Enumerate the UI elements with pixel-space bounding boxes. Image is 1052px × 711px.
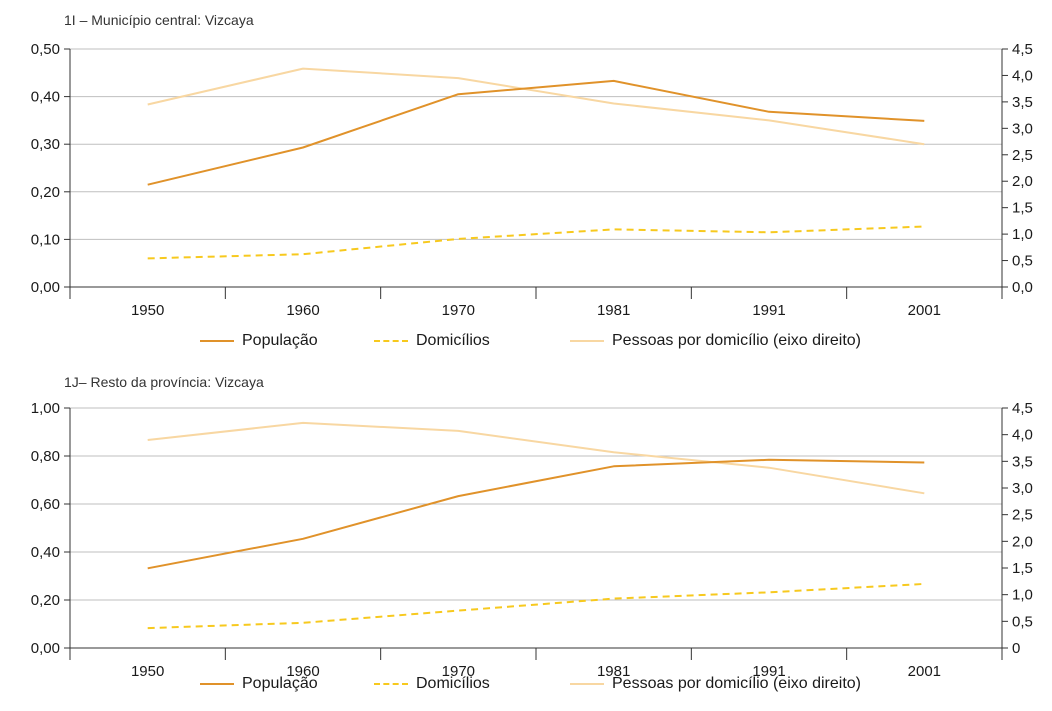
legend-swatch-persons <box>570 683 604 685</box>
x-tick-label: 2001 <box>908 302 941 319</box>
y-left-tick-label: 0,20 <box>31 592 60 609</box>
y-right-tick-label: 1,5 <box>1012 560 1033 577</box>
legend-swatch-population <box>200 340 234 342</box>
series-line-population <box>147 79 925 186</box>
chart-panel-1j: 1J– Resto da província: Vizcaya 0,00 0,20… <box>0 362 1052 711</box>
x-tick-label: 2001 <box>908 663 941 680</box>
chart-legend: População Domicílios Pessoas por domicíl… <box>0 332 1052 356</box>
x-tick-label: 1981 <box>597 302 630 319</box>
y-right-tick-label: 3,5 <box>1012 94 1033 111</box>
legend-label-persons: Pessoas por domicílio (eixo direito) <box>612 675 861 692</box>
y-right-tick-label: 4,5 <box>1012 41 1033 58</box>
legend-item-population: População <box>200 332 318 350</box>
y-left-tick-label: 0,00 <box>31 640 60 657</box>
y-left-tick-label: 0,30 <box>31 136 60 153</box>
x-tick-label: 1970 <box>442 302 475 319</box>
legend-swatch-persons <box>570 340 604 342</box>
y-right-tick-label: 2,0 <box>1012 173 1033 190</box>
y-right-tick-label: 1,0 <box>1012 226 1033 243</box>
legend-item-population: População <box>200 675 318 693</box>
legend-item-persons: Pessoas por domicílio (eixo direito) <box>570 332 861 350</box>
legend-item-households: Domicílios <box>374 332 490 350</box>
chart-title: 1J– Resto da província: Vizcaya <box>64 374 264 390</box>
series-line-population <box>147 458 925 570</box>
chart-panel-1i: 1I – Município central: Vizcaya 0,00 0,10… <box>0 12 1052 356</box>
y-right-tick-label: 0,5 <box>1012 253 1033 270</box>
y-right-tick-label: 2,5 <box>1012 147 1033 164</box>
y-right-tick-label: 1,5 <box>1012 200 1033 217</box>
series-line-households <box>147 225 925 260</box>
x-tick-label: 1950 <box>131 663 164 680</box>
x-tick-label: 1960 <box>286 302 319 319</box>
legend-item-households: Domicílios <box>374 675 490 693</box>
legend-swatch-households <box>374 340 408 342</box>
chart-plot-area: 0,00 0,10 0,20 0,30 0,40 0,50 0,0 0,5 1,0 1,5 2,0 2… <box>31 41 1033 319</box>
y-right-tick-label: 3,0 <box>1012 120 1033 137</box>
legend-label-population: População <box>242 332 318 349</box>
y-right-tick-label: 2,5 <box>1012 507 1033 524</box>
y-left-tick-label: 0,00 <box>31 279 60 296</box>
legend-label-households: Domicílios <box>416 675 490 692</box>
y-right-tick-label: 0 <box>1012 640 1020 657</box>
x-tick-label: 1981 <box>597 663 630 680</box>
x-tick-label: 1960 <box>286 663 319 680</box>
x-tick-label: 1991 <box>752 302 785 319</box>
series-line-persons <box>147 421 925 495</box>
series-line-households <box>147 582 925 630</box>
y-right-tick-label: 2,0 <box>1012 533 1033 550</box>
legend-item-persons: Pessoas por domicílio (eixo direito) <box>570 675 861 693</box>
chart-title: 1I – Município central: Vizcaya <box>64 12 254 28</box>
x-tick-label: 1950 <box>131 302 164 319</box>
y-right-tick-label: 4,0 <box>1012 67 1033 84</box>
y-left-tick-label: 0,50 <box>31 41 60 58</box>
chart-plot-area: 0,00 0,20 0,40 0,60 0,80 1,00 0 0,5 1,0 1,5 2,0 2,5… <box>31 400 1033 680</box>
y-right-tick-label: 4,0 <box>1012 427 1033 444</box>
y-left-tick-label: 0,10 <box>31 231 60 248</box>
x-tick-label: 1970 <box>442 663 475 680</box>
x-tick-label: 1991 <box>752 663 785 680</box>
y-right-tick-label: 3,5 <box>1012 453 1033 470</box>
y-left-tick-label: 0,60 <box>31 496 60 513</box>
legend-label-population: População <box>242 675 318 692</box>
chart-legend: População Domicílios Pessoas por domicíl… <box>0 675 1052 699</box>
series-line-persons <box>147 67 925 146</box>
y-left-tick-label: 0,80 <box>31 448 60 465</box>
y-left-tick-label: 1,00 <box>31 400 60 417</box>
legend-label-persons: Pessoas por domicílio (eixo direito) <box>612 332 861 349</box>
y-left-tick-label: 0,20 <box>31 184 60 201</box>
legend-swatch-population <box>200 683 234 685</box>
y-left-tick-label: 0,40 <box>31 544 60 561</box>
y-right-tick-label: 3,0 <box>1012 480 1033 497</box>
legend-label-households: Domicílios <box>416 332 490 349</box>
y-right-tick-label: 4,5 <box>1012 400 1033 417</box>
legend-swatch-households <box>374 683 408 685</box>
y-right-tick-label: 0,5 <box>1012 613 1033 630</box>
y-right-tick-label: 1,0 <box>1012 587 1033 604</box>
y-right-tick-label: 0,0 <box>1012 279 1033 296</box>
y-left-tick-label: 0,40 <box>31 89 60 106</box>
